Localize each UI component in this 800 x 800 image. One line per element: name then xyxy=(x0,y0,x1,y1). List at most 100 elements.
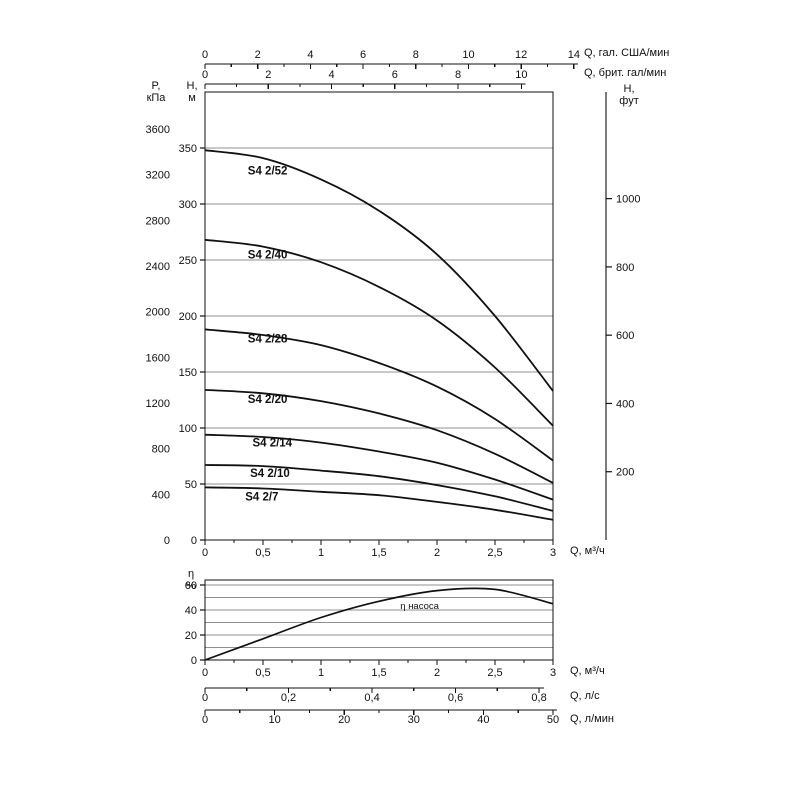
imp-gpm-axis: 0 2 4 6 8 10 xyxy=(202,69,528,89)
head-m-unit-line1: H, xyxy=(186,80,198,92)
svg-text:40: 40 xyxy=(477,714,489,726)
svg-text:10: 10 xyxy=(515,69,527,81)
eff-m3h-axis: 0 0,5 1 1,5 2 2,5 3 xyxy=(202,660,556,679)
svg-text:1: 1 xyxy=(318,547,324,559)
pressure-unit-line2: кПа xyxy=(146,92,166,104)
curve-label-S4-2-7: S4 2/7 xyxy=(245,491,278,503)
svg-text:4: 4 xyxy=(328,69,334,81)
curve-S4-2-28 xyxy=(204,328,554,462)
efficiency-unit-line2: % xyxy=(186,580,196,592)
svg-text:800: 800 xyxy=(616,262,634,274)
svg-text:0,5: 0,5 xyxy=(255,667,270,679)
svg-text:8: 8 xyxy=(455,69,461,81)
svg-text:3600: 3600 xyxy=(146,124,170,136)
svg-text:1600: 1600 xyxy=(146,352,170,364)
q-lmin-unit-label: Q, л/мин xyxy=(570,713,614,725)
svg-text:50: 50 xyxy=(547,714,559,726)
curve-S4-2-52 xyxy=(204,149,554,392)
svg-text:10: 10 xyxy=(268,714,280,726)
main-gridlines xyxy=(205,147,553,485)
svg-text:0: 0 xyxy=(191,655,197,667)
svg-text:4: 4 xyxy=(307,49,313,61)
head-ft-axis: 200 400 600 800 1000 xyxy=(605,92,640,540)
svg-text:10: 10 xyxy=(462,49,474,61)
svg-text:200: 200 xyxy=(616,467,634,479)
svg-text:3200: 3200 xyxy=(146,170,170,182)
svg-text:400: 400 xyxy=(152,489,170,501)
efficiency-axis-unit: η % xyxy=(180,568,202,592)
curve-label-S4-2-14: S4 2/14 xyxy=(252,438,292,450)
efficiency-curve-label: η насоса xyxy=(400,601,439,612)
svg-text:0: 0 xyxy=(202,69,208,81)
svg-text:600: 600 xyxy=(616,330,634,342)
svg-text:2,5: 2,5 xyxy=(487,547,502,559)
svg-text:0: 0 xyxy=(202,547,208,559)
svg-text:3: 3 xyxy=(550,667,556,679)
svg-text:14: 14 xyxy=(568,49,580,61)
svg-text:2: 2 xyxy=(255,49,261,61)
main-m3h-axis: 0 0,5 1 1,5 2 2,5 3 xyxy=(202,540,556,559)
svg-text:3: 3 xyxy=(550,547,556,559)
svg-text:60: 60 xyxy=(185,580,197,592)
eff-gridlines xyxy=(205,584,553,648)
head-m-axis: 0 50 100 150 200 250 300 350 xyxy=(179,143,205,547)
curve-label-S4-2-20: S4 2/20 xyxy=(248,394,288,406)
pressure-axis-unit: P, кПа xyxy=(140,80,172,104)
curve-S4-2-7 xyxy=(204,486,554,521)
svg-text:0,8: 0,8 xyxy=(531,692,546,704)
svg-text:6: 6 xyxy=(392,69,398,81)
curve-S4-2-14 xyxy=(204,433,554,501)
curve-label-S4-2-10: S4 2/10 xyxy=(250,468,290,480)
q-lmin-axis: 0 10 20 30 40 50 xyxy=(202,709,559,726)
pressure-kpa-axis: 0 400 800 1200 1600 2000 2400 2800 3200 3600 xyxy=(146,124,170,547)
efficiency-curve-group: η насоса xyxy=(204,587,554,661)
svg-text:150: 150 xyxy=(179,367,197,379)
efficiency-unit-line1: η xyxy=(187,568,195,580)
head-m-unit-line2: м xyxy=(188,92,196,104)
q-us-gpm-unit-label: Q, гал. США/мин xyxy=(584,47,670,59)
svg-text:0,2: 0,2 xyxy=(281,692,296,704)
svg-text:30: 30 xyxy=(408,714,420,726)
svg-text:0: 0 xyxy=(202,714,208,726)
pressure-unit-line1: P, xyxy=(151,80,161,92)
svg-text:0: 0 xyxy=(202,667,208,679)
svg-text:350: 350 xyxy=(179,143,197,155)
svg-text:8: 8 xyxy=(413,49,419,61)
svg-text:2800: 2800 xyxy=(146,215,170,227)
svg-text:250: 250 xyxy=(179,255,197,267)
pump-curves: S4 2/52 S4 2/40 S4 2/28 S4 2/20 S4 2/14 S4 2/… xyxy=(204,149,554,521)
svg-text:2: 2 xyxy=(434,667,440,679)
q-m3h-eff-unit-label: Q, м³/ч xyxy=(570,665,605,677)
svg-text:0: 0 xyxy=(164,535,170,547)
svg-text:0,5: 0,5 xyxy=(255,547,270,559)
svg-text:1,5: 1,5 xyxy=(371,667,386,679)
svg-text:0,6: 0,6 xyxy=(448,692,463,704)
head-ft-unit-line1: H, xyxy=(623,83,635,95)
svg-text:12: 12 xyxy=(515,49,527,61)
q-ls-axis: 0 0,2 0,4 0,6 0,8 xyxy=(202,687,547,704)
svg-text:100: 100 xyxy=(179,423,197,435)
svg-text:1,5: 1,5 xyxy=(371,547,386,559)
svg-text:2,5: 2,5 xyxy=(487,667,502,679)
svg-text:0,4: 0,4 xyxy=(364,692,379,704)
head-m-axis-unit: H, м xyxy=(180,80,204,104)
curve-label-S4-2-52: S4 2/52 xyxy=(248,165,288,177)
svg-text:300: 300 xyxy=(179,199,197,211)
q-ls-unit-label: Q, л/с xyxy=(570,690,600,702)
curve-label-S4-2-40: S4 2/40 xyxy=(248,249,288,261)
us-gpm-axis: 0 2 4 6 8 10 12 14 xyxy=(202,49,580,69)
svg-text:20: 20 xyxy=(185,630,197,642)
eff-percent-axis: 0 20 40 60 xyxy=(185,580,205,667)
svg-text:800: 800 xyxy=(152,444,170,456)
head-capacity-chart: 0501001502002503003500400800120016002000… xyxy=(146,49,641,559)
svg-text:400: 400 xyxy=(616,398,634,410)
svg-text:1000: 1000 xyxy=(616,194,640,206)
svg-text:1200: 1200 xyxy=(146,398,170,410)
svg-text:40: 40 xyxy=(185,605,197,617)
head-ft-axis-unit: H, фут xyxy=(612,83,646,107)
svg-text:20: 20 xyxy=(338,714,350,726)
svg-text:2: 2 xyxy=(434,547,440,559)
